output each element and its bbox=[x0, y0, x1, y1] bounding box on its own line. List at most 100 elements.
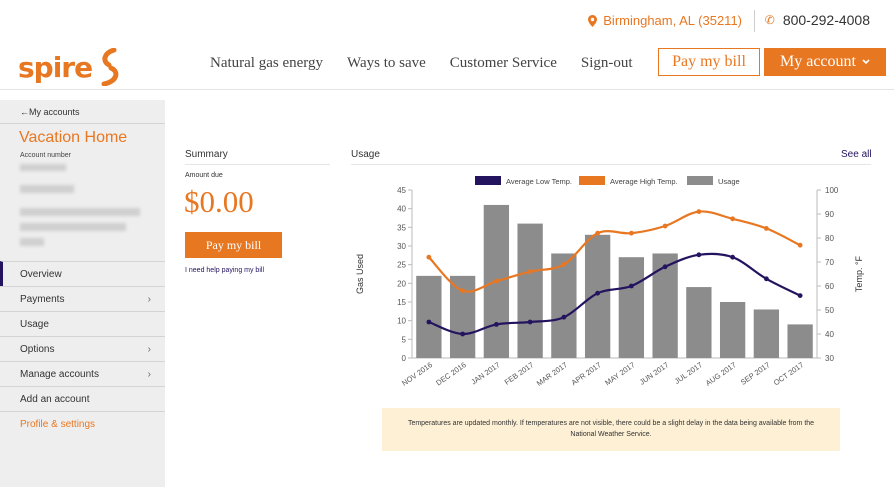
avg-high-temp-point bbox=[460, 288, 466, 294]
my-account-button[interactable]: My account bbox=[764, 48, 886, 76]
sidebar-item-options[interactable]: Options › bbox=[0, 336, 165, 361]
nav-ways-to-save[interactable]: Ways to save bbox=[347, 55, 426, 71]
usage-bar bbox=[618, 257, 645, 358]
avg-high-temp-point bbox=[628, 230, 634, 236]
account-number-label: Account number bbox=[20, 152, 71, 159]
usage-heading: Usage bbox=[351, 149, 871, 165]
temperature-note: Temperatures are updated monthly. If tem… bbox=[382, 408, 840, 451]
avg-low-temp-point bbox=[797, 293, 803, 298]
summary-heading: Summary bbox=[185, 149, 330, 165]
y-tick-label: 15 bbox=[397, 298, 406, 307]
legend-label-low: Average Low Temp. bbox=[506, 177, 572, 186]
redacted-account-number bbox=[20, 164, 66, 171]
pay-bill-button[interactable]: Pay my bill bbox=[185, 232, 282, 258]
x-tick-label: AUG 2017 bbox=[704, 360, 738, 387]
x-tick-label: DEC 2016 bbox=[434, 360, 468, 387]
y2-tick-label: 40 bbox=[825, 330, 834, 339]
phone-link[interactable]: ✆ 800-292-4008 bbox=[765, 12, 870, 28]
y2-tick-label: 100 bbox=[825, 186, 839, 195]
avg-low-temp-point bbox=[460, 331, 466, 337]
redacted-address-line bbox=[20, 223, 126, 231]
y2-tick-label: 90 bbox=[825, 210, 834, 219]
y-tick-label: 35 bbox=[397, 223, 406, 232]
x-tick-label: JUL 2017 bbox=[673, 360, 704, 386]
usage-bar bbox=[787, 324, 813, 358]
sidebar-item-usage[interactable]: Usage bbox=[0, 311, 165, 336]
avg-high-temp-point bbox=[595, 230, 601, 236]
redacted-address-line bbox=[20, 208, 140, 216]
amount-due-value: $0.00 bbox=[184, 184, 254, 219]
avg-low-temp-point bbox=[628, 283, 634, 289]
help-paying-link[interactable]: I need help paying my bill bbox=[185, 267, 264, 274]
usage-chart: 0 5 10 15 20 25 30 35 40 45 30 40 50 60 70 80 90 100 NOV 2… bbox=[355, 176, 864, 388]
usage-bar bbox=[686, 287, 712, 358]
x-tick-label: SEP 2017 bbox=[739, 360, 772, 387]
phone-icon: ✆ bbox=[764, 13, 775, 27]
usage-bar bbox=[719, 302, 746, 358]
y-tick-label: 10 bbox=[397, 317, 406, 326]
y-tick-label: 40 bbox=[397, 205, 406, 214]
redacted-account-name bbox=[20, 185, 74, 193]
x-tick-label: APR 2017 bbox=[570, 360, 603, 387]
sidebar-item-payments[interactable]: Payments › bbox=[0, 286, 165, 311]
y2-tick-label: 30 bbox=[825, 354, 834, 363]
sidebar-item-label: Options bbox=[20, 343, 55, 355]
sidebar-item-label: Usage bbox=[20, 318, 49, 330]
account-sidebar: ←My accounts Vacation Home Account numbe… bbox=[0, 100, 165, 487]
avg-low-temp-point bbox=[730, 254, 736, 260]
sidebar-item-add-account[interactable]: Add an account bbox=[0, 386, 165, 411]
nav-sign-out[interactable]: Sign-out bbox=[580, 55, 633, 71]
avg-low-temp-point bbox=[561, 314, 567, 320]
legend-swatch-usage bbox=[687, 176, 713, 185]
avg-low-temp-point bbox=[493, 322, 499, 327]
spire-logo[interactable]: spire bbox=[18, 48, 124, 86]
top-bar: Birmingham, AL (35211) ✆ 800-292-4008 bbox=[0, 0, 894, 42]
account-title: Vacation Home bbox=[19, 129, 128, 146]
legend-swatch-low bbox=[475, 176, 501, 185]
sidebar-item-label: Add an account bbox=[20, 393, 90, 405]
avg-high-temp-point bbox=[561, 262, 567, 267]
spire-swirl-icon bbox=[101, 48, 119, 86]
legend-label-high: Average High Temp. bbox=[610, 177, 678, 186]
amount-due-label: Amount due bbox=[185, 172, 223, 179]
y-tick-label: 5 bbox=[402, 335, 407, 344]
sidebar-item-profile-settings[interactable]: Profile & settings bbox=[0, 411, 165, 436]
x-tick-label: JUN 2017 bbox=[638, 360, 670, 387]
x-tick-label: JAN 2017 bbox=[469, 360, 501, 386]
chevron-right-icon: › bbox=[147, 343, 151, 355]
avg-high-temp-point bbox=[527, 269, 533, 274]
sidebar-item-manage-accounts[interactable]: Manage accounts › bbox=[0, 361, 165, 386]
nav-natural-gas-energy[interactable]: Natural gas energy bbox=[210, 55, 324, 71]
header-pay-bill-button[interactable]: Pay my bill bbox=[658, 48, 760, 76]
avg-high-temp-point bbox=[730, 216, 736, 222]
y-axis-label: Gas Used bbox=[355, 254, 365, 294]
sidebar-item-overview[interactable]: Overview bbox=[0, 261, 165, 286]
sidebar-item-label: Overview bbox=[20, 268, 62, 280]
location-text: Birmingham, AL (35211) bbox=[603, 13, 742, 28]
usage-bar bbox=[753, 309, 780, 358]
back-label: My accounts bbox=[29, 107, 80, 117]
pin-icon bbox=[588, 14, 598, 27]
y2-tick-label: 70 bbox=[825, 258, 834, 267]
y-tick-label: 0 bbox=[402, 354, 407, 363]
y2-tick-label: 80 bbox=[825, 234, 834, 243]
y2-tick-label: 50 bbox=[825, 306, 834, 315]
see-all-link[interactable]: See all bbox=[841, 149, 872, 160]
legend-swatch-high bbox=[579, 176, 605, 185]
avg-low-temp-point bbox=[763, 276, 769, 282]
main-nav: Natural gas energy Ways to save Customer… bbox=[210, 55, 633, 72]
x-tick-label: MAR 2017 bbox=[535, 360, 569, 388]
usage-bar bbox=[449, 275, 476, 358]
chevron-down-icon bbox=[862, 59, 870, 65]
location-link[interactable]: Birmingham, AL (35211) bbox=[588, 13, 742, 28]
nav-customer-service[interactable]: Customer Service bbox=[449, 55, 557, 71]
main-header: spire Natural gas energy Ways to save Cu… bbox=[0, 42, 894, 90]
avg-high-temp-point bbox=[493, 278, 499, 284]
y-tick-label: 30 bbox=[397, 242, 406, 251]
y-tick-label: 25 bbox=[397, 261, 406, 270]
avg-high-temp-point bbox=[797, 242, 803, 248]
avg-high-temp-point bbox=[696, 209, 702, 214]
back-to-accounts-link[interactable]: ←My accounts bbox=[20, 107, 80, 117]
x-tick-label: NOV 2016 bbox=[400, 360, 434, 387]
avg-low-temp-point bbox=[595, 290, 601, 296]
